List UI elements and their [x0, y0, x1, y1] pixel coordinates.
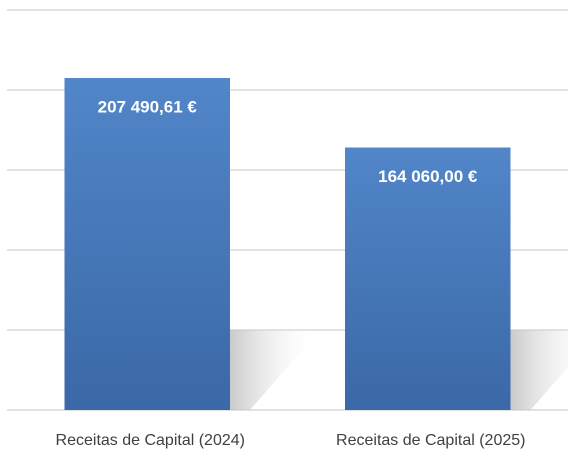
bar	[64, 78, 230, 411]
bar-shadow	[229, 330, 320, 410]
bar-shadow	[510, 330, 568, 410]
value-label: 164 060,00 €	[378, 167, 478, 186]
bar	[345, 147, 511, 410]
value-label: 207 490,61 €	[98, 97, 198, 116]
x-tick-label: Receitas de Capital (2024)	[56, 432, 245, 449]
x-tick-label: Receitas de Capital (2025)	[336, 432, 525, 449]
